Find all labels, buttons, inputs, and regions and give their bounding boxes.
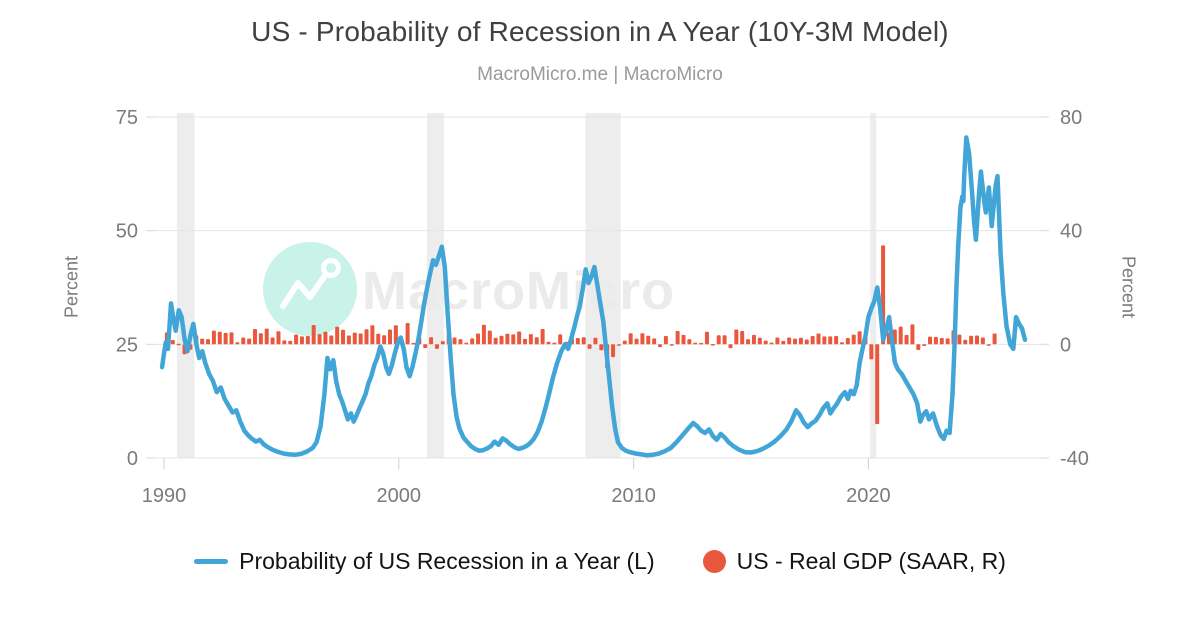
svg-text:50: 50 <box>116 221 138 243</box>
page-title: US - Probability of Recession in A Year … <box>251 16 949 47</box>
page-subtitle: MacroMicro.me | MacroMicro <box>477 64 723 85</box>
svg-text:80: 80 <box>1060 107 1082 129</box>
svg-text:0: 0 <box>127 448 138 470</box>
watermark-magnifier-icon <box>321 258 341 278</box>
svg-text:0: 0 <box>1060 334 1071 356</box>
watermark-chart-line-icon <box>280 274 327 309</box>
svg-text:25: 25 <box>116 334 138 356</box>
watermark-text: MacroMicro <box>362 261 675 321</box>
svg-text:2000: 2000 <box>377 485 422 507</box>
gdp-bars <box>164 245 997 425</box>
watermark: MacroMicro <box>263 242 675 336</box>
svg-text:2020: 2020 <box>846 485 891 507</box>
line-swatch-icon <box>194 559 229 564</box>
watermark-logo-circle <box>263 242 357 336</box>
legend-item-gdp[interactable]: US - Real GDP (SAAR, R) <box>702 548 1006 575</box>
svg-text:40: 40 <box>1060 221 1082 243</box>
recession-bands <box>176 113 877 458</box>
svg-text:75: 75 <box>116 107 138 129</box>
svg-text:1990: 1990 <box>142 485 187 507</box>
axis-tick-labels: 0 25 50 75 -40 0 40 80 1990 2000 2010 2020 <box>116 107 1089 507</box>
probability-line <box>159 135 1028 458</box>
svg-text:-40: -40 <box>1060 448 1089 470</box>
legend-item-probability[interactable]: Probability of US Recession in a Year (L… <box>194 548 655 575</box>
legend-label-gdp: US - Real GDP (SAAR, R) <box>736 548 1006 574</box>
legend: Probability of US Recession in a Year (L… <box>0 548 1200 575</box>
legend-label-probability: Probability of US Recession in a Year (L… <box>239 548 655 574</box>
dot-swatch-icon <box>702 550 726 573</box>
gridlines <box>146 116 1049 469</box>
svg-text:2010: 2010 <box>611 485 656 507</box>
